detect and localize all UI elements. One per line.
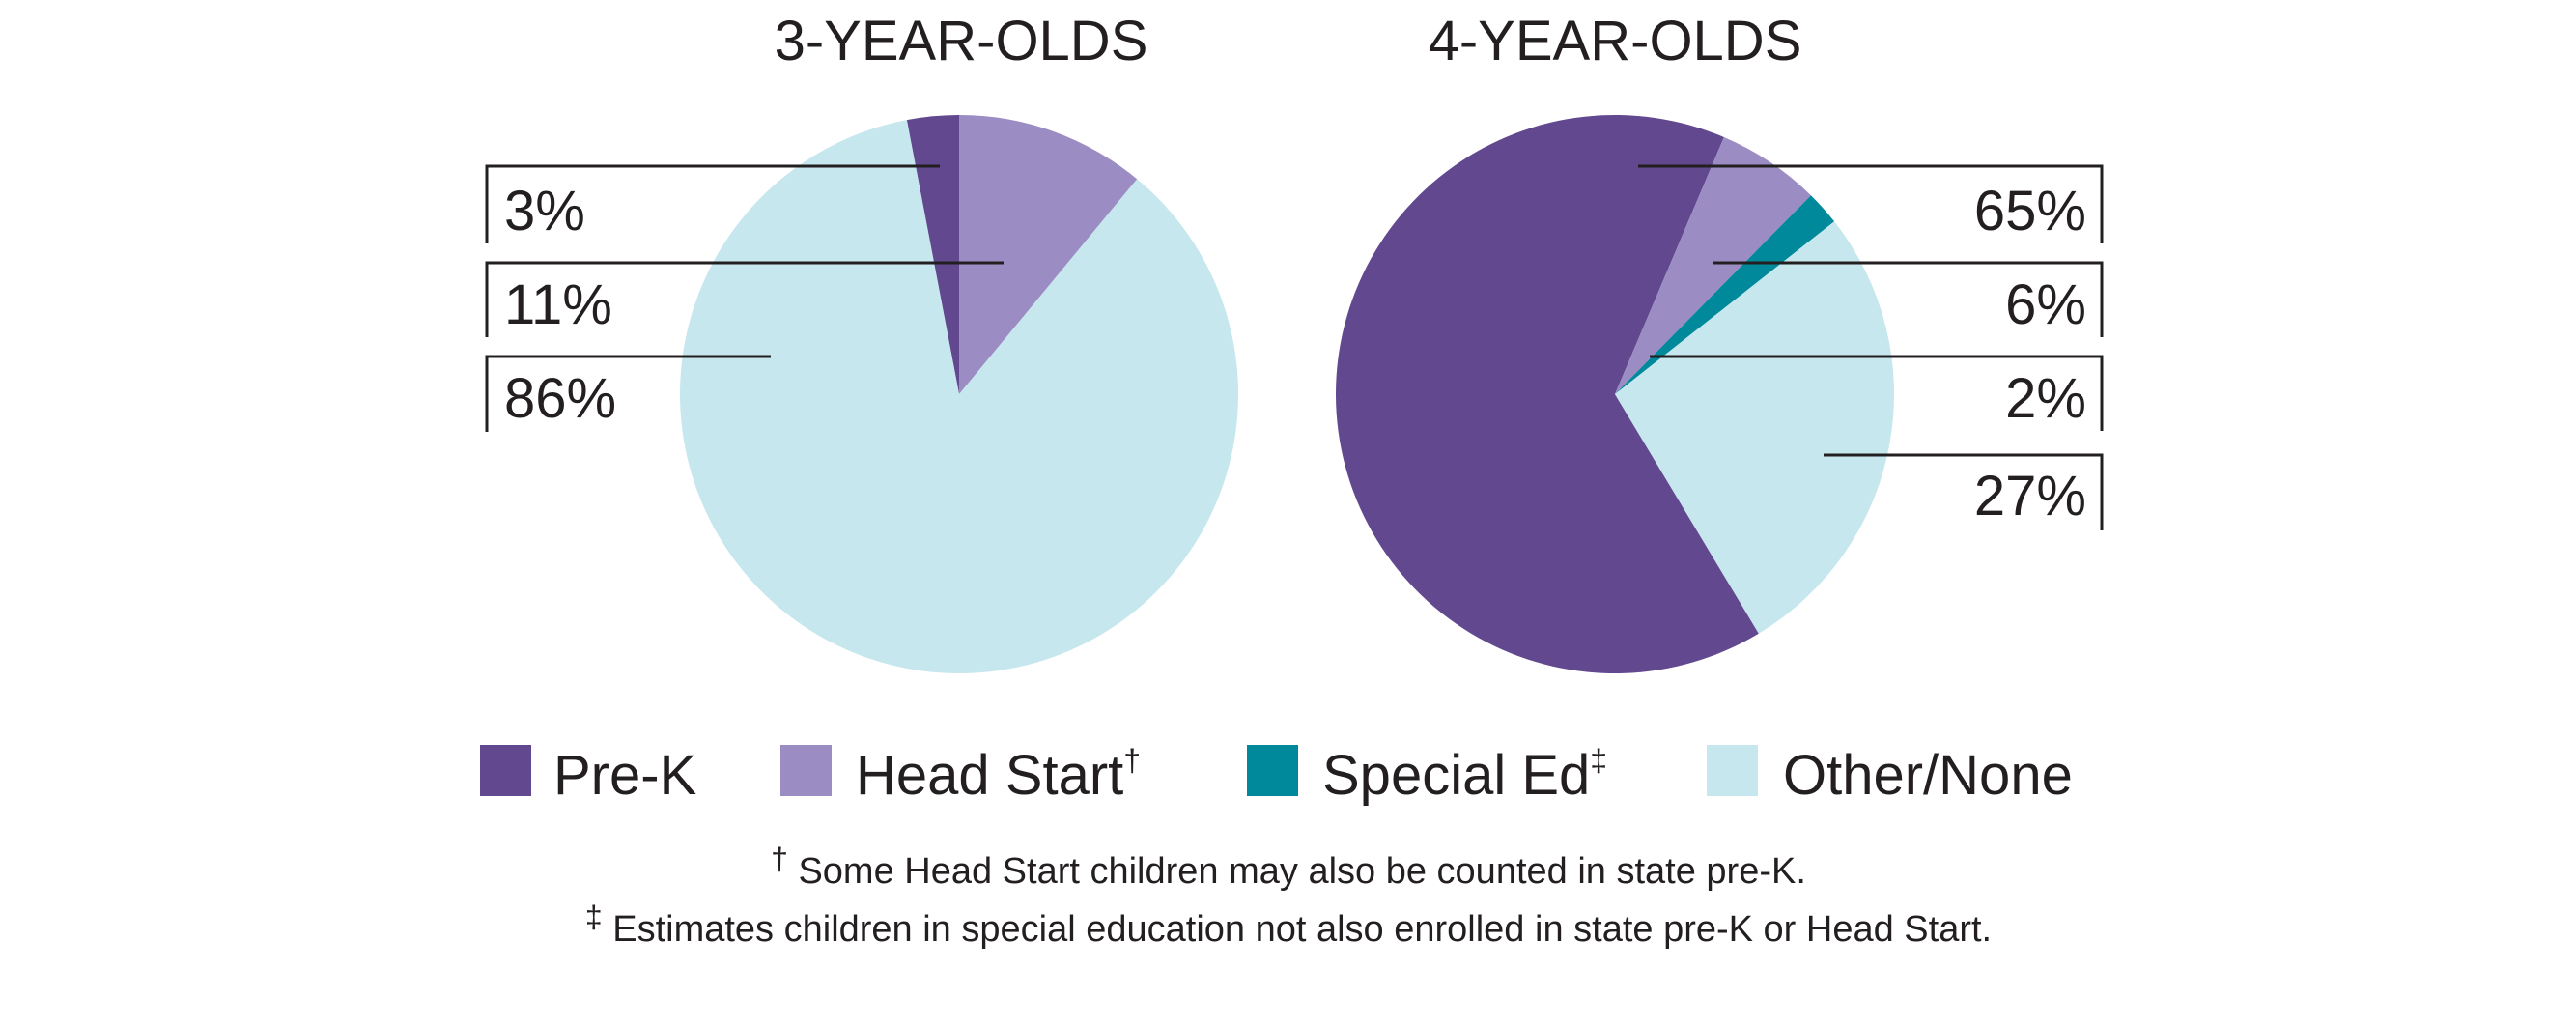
pie-slice-3yo-other-none bbox=[680, 120, 1238, 673]
pie-slice-4yo-other-none bbox=[1615, 221, 1895, 634]
pie-slice-4yo-special-ed bbox=[1615, 195, 1835, 394]
pie-slice-3yo-head-start bbox=[959, 115, 1138, 394]
footnote-dagger: † Some Head Start children may also be c… bbox=[771, 842, 1806, 892]
legend-swatch-other bbox=[1707, 745, 1758, 796]
pie-slice-4yo-head-start bbox=[1615, 136, 1811, 394]
data-label-4yo-other: 27% bbox=[1974, 465, 2086, 528]
legend-label-prek: Pre-K bbox=[553, 744, 697, 807]
leader-line-4yo-headstart bbox=[1713, 261, 2104, 337]
legend-label-other: Other/None bbox=[1783, 744, 2073, 807]
chart-title-4-year-olds: 4-YEAR-OLDS bbox=[1429, 10, 1802, 72]
legend-label-speced: Special Ed‡ bbox=[1322, 743, 1607, 807]
leader-line-4yo-prek bbox=[1638, 164, 2104, 243]
legend-swatch-headstart bbox=[780, 745, 832, 796]
data-label-4yo-headstart: 6% bbox=[2005, 273, 2086, 336]
data-label-4yo-speced: 2% bbox=[2005, 367, 2086, 430]
leader-line-4yo-speced bbox=[1650, 355, 2104, 431]
leader-line-3yo-prek bbox=[485, 164, 940, 243]
pie-slice-3yo-pre-k bbox=[906, 115, 959, 394]
data-label-3yo-other: 86% bbox=[504, 367, 616, 430]
legend-swatch-prek bbox=[480, 745, 531, 796]
footnote-double-dagger: ‡ Estimates children in special educatio… bbox=[585, 899, 1992, 950]
legend-swatch-speced bbox=[1247, 745, 1298, 796]
chart-title-3-year-olds: 3-YEAR-OLDS bbox=[775, 10, 1148, 72]
legend: Pre-K Head Start† Special Ed‡ Other/None bbox=[480, 743, 2073, 807]
leader-line-4yo-other bbox=[1824, 453, 2104, 530]
data-label-4yo-prek: 65% bbox=[1974, 180, 2086, 242]
legend-label-headstart: Head Start† bbox=[856, 743, 1141, 807]
leader-line-3yo-headstart bbox=[485, 261, 1004, 337]
data-label-3yo-headstart: 11% bbox=[504, 273, 612, 336]
pie-slice-4yo-pre-k bbox=[1336, 114, 1759, 673]
leader-line-3yo-other bbox=[485, 355, 771, 432]
data-label-3yo-prek: 3% bbox=[504, 180, 585, 242]
